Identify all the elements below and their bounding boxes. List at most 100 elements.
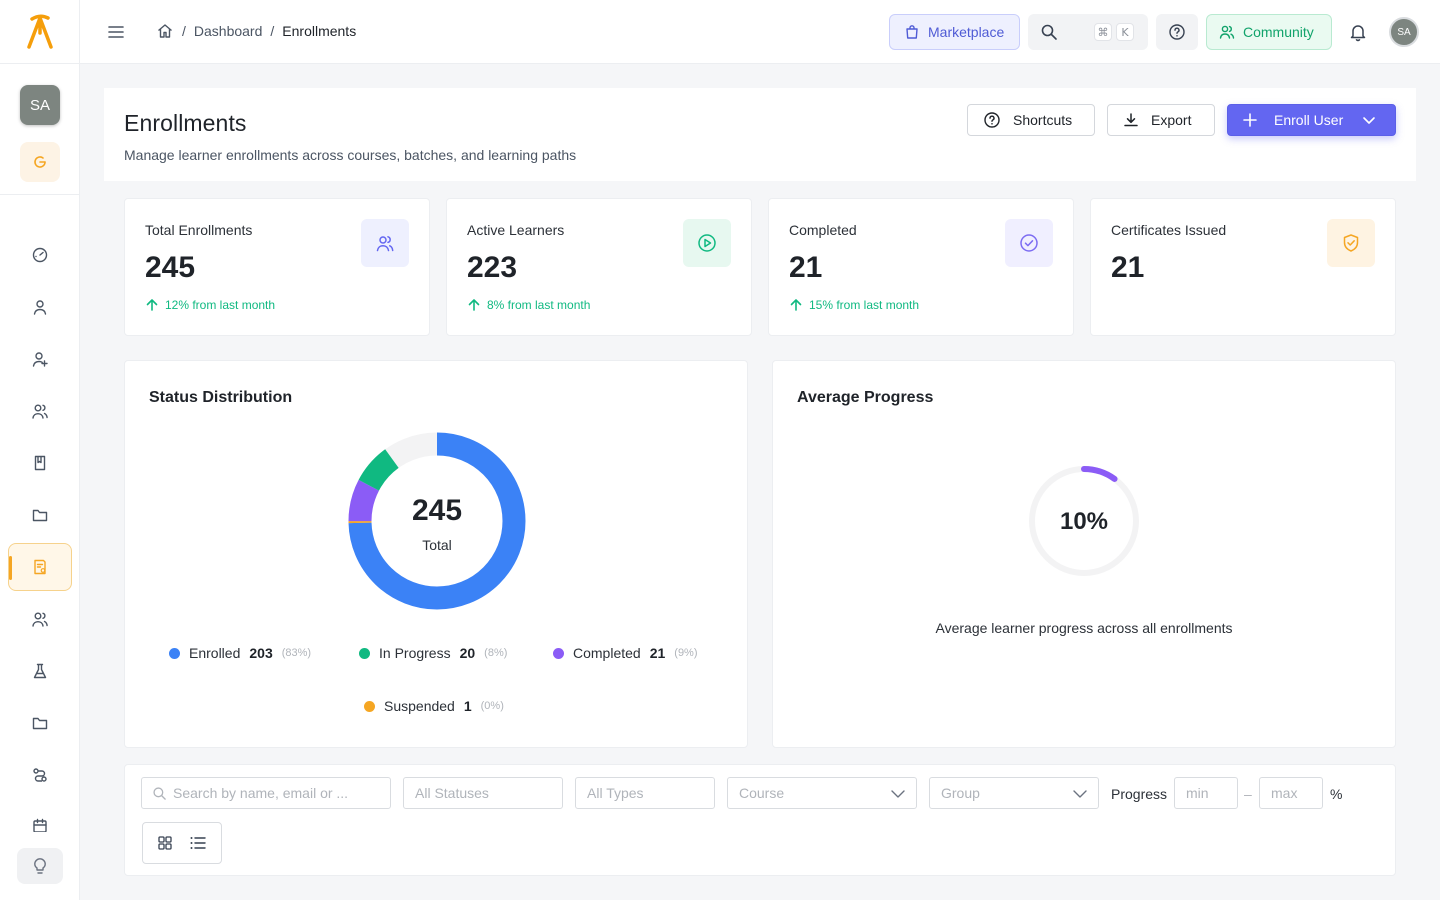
legend-percent: (8%) [484, 647, 508, 659]
sidebar-item-users[interactable] [8, 387, 72, 435]
stat-title: Completed [789, 222, 857, 238]
shield-check-icon [1343, 234, 1359, 252]
community-button[interactable]: Community [1206, 14, 1332, 50]
sidebar-item-calendar[interactable] [8, 803, 72, 832]
status-distribution-title: Status Distribution [149, 389, 293, 406]
shortcuts-button[interactable]: Shortcuts [967, 104, 1095, 136]
sidebar-item-enrollments[interactable] [8, 543, 72, 591]
users-icon [376, 236, 394, 252]
help-circle-icon [1169, 24, 1185, 40]
legend-count: 21 [649, 645, 666, 661]
workspace-avatar[interactable]: SA [20, 85, 60, 125]
sidebar-item-folder[interactable] [8, 491, 72, 539]
legend-label: In Progress [379, 645, 451, 661]
stat-card-active-learners: Active Learners 223 8% from last month [446, 198, 752, 336]
percent-unit: % [1330, 786, 1343, 802]
group-select-placeholder: Group [941, 785, 980, 801]
lightbulb-icon [34, 858, 46, 874]
global-search[interactable]: ⌘ K [1028, 14, 1148, 50]
progress-filter-label: Progress [1111, 786, 1168, 802]
grid-view-icon[interactable] [157, 835, 173, 851]
stat-icon-badge [1327, 219, 1375, 267]
average-progress-panel: Average Progress 10% Average learner pro… [772, 360, 1396, 748]
donut-slice-enrolled[interactable] [348, 432, 526, 610]
donut-slice-suspended[interactable] [348, 432, 526, 610]
legend-label: Completed [573, 645, 641, 661]
refresh-icon [34, 156, 46, 168]
progress-max-input[interactable]: max [1259, 777, 1323, 809]
sidebar-item-route[interactable] [8, 751, 72, 799]
sidebar-item-folder[interactable] [8, 699, 72, 747]
progress-min-input[interactable]: min [1174, 777, 1238, 809]
course-select[interactable]: Course [727, 777, 917, 809]
legend-count: 1 [463, 698, 472, 714]
sidebar-item-book[interactable] [8, 439, 72, 487]
average-progress-caption: Average learner progress across all enro… [935, 620, 1233, 636]
shortcut-key-k: K [1116, 23, 1134, 41]
stat-delta: 8% from last month [467, 298, 590, 312]
legend-item-enrolled[interactable]: Enrolled 203 (83%) [169, 645, 311, 661]
status-filter-placeholder: All Statuses [415, 785, 489, 801]
search-icon [1041, 24, 1057, 40]
bell-icon [1350, 25, 1366, 42]
status-donut-chart [348, 432, 526, 610]
tips-button[interactable] [17, 848, 63, 884]
page-header: Enrollments Manage learner enrollments a… [104, 88, 1416, 181]
stat-title: Active Learners [467, 222, 565, 238]
users-icon [1219, 25, 1235, 39]
search-icon [153, 786, 166, 800]
view-toggle [142, 822, 222, 864]
logo-icon [27, 14, 53, 49]
plus-icon [1243, 113, 1257, 127]
play-circle-icon [698, 234, 716, 252]
breadcrumb-dashboard[interactable]: Dashboard [193, 23, 263, 39]
app-logo[interactable] [0, 0, 80, 64]
enrollments-icon [34, 559, 46, 575]
status-filter[interactable]: All Statuses [403, 777, 563, 809]
arrow-up-icon [468, 299, 480, 311]
sidebar-item-dashboard[interactable] [8, 231, 72, 279]
legend-item-suspended[interactable]: Suspended 1 (0%) [364, 698, 504, 714]
sidebar-item-flask[interactable] [8, 647, 72, 695]
search-placeholder: Search by name, email or ... [173, 785, 349, 801]
range-separator: – [1244, 786, 1252, 802]
stat-icon-badge [683, 219, 731, 267]
download-icon [1124, 113, 1138, 127]
help-button[interactable] [1156, 14, 1198, 50]
marketplace-button[interactable]: Marketplace [889, 14, 1020, 50]
breadcrumb: / Dashboard / Enrollments [156, 22, 356, 40]
org-switcher[interactable] [20, 142, 60, 182]
book-icon [34, 455, 46, 471]
legend-item-completed[interactable]: Completed 21 (9%) [553, 645, 698, 661]
group-select[interactable]: Group [929, 777, 1099, 809]
export-button[interactable]: Export [1107, 104, 1215, 136]
folder-icon [32, 509, 48, 522]
search-input[interactable]: Search by name, email or ... [141, 777, 391, 809]
stat-value: 223 [467, 251, 518, 284]
enroll-user-button[interactable]: Enroll User [1227, 104, 1396, 136]
stat-value: 245 [145, 251, 196, 284]
legend-item-in-progress[interactable]: In Progress 20 (8%) [359, 645, 507, 661]
breadcrumb-current: Enrollments [282, 23, 357, 39]
shopping-bag-icon [906, 25, 918, 39]
stat-title: Certificates Issued [1111, 222, 1227, 238]
type-filter[interactable]: All Types [575, 777, 715, 809]
progress-min-placeholder: min [1186, 785, 1209, 801]
sidebar-item-user-plus[interactable] [8, 335, 72, 383]
sidebar-item-user[interactable] [8, 283, 72, 331]
legend-label: Enrolled [189, 645, 241, 661]
user-avatar[interactable]: SA [1389, 17, 1419, 47]
legend-percent: (9%) [674, 647, 698, 659]
notifications-button[interactable] [1348, 22, 1368, 47]
stat-delta-text: 8% from last month [487, 298, 591, 312]
menu-toggle[interactable] [106, 22, 126, 47]
chevron-down-icon[interactable] [1361, 112, 1377, 128]
legend-dot [359, 647, 370, 659]
stat-card-total-enrollments: Total Enrollments 245 12% from last month [124, 198, 430, 336]
home-icon[interactable] [156, 22, 174, 40]
sidebar-divider [0, 194, 80, 195]
legend-label: Suspended [384, 698, 455, 714]
stat-value: 21 [1111, 251, 1145, 284]
list-view-icon[interactable] [189, 835, 207, 851]
sidebar-item-team[interactable] [8, 595, 72, 643]
